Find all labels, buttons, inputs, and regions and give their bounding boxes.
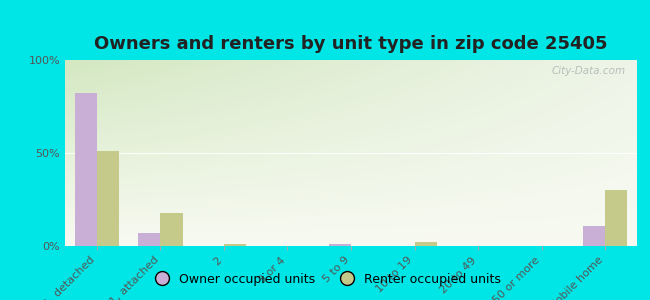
Legend: Owner occupied units, Renter occupied units: Owner occupied units, Renter occupied un…	[144, 268, 506, 291]
Text: City-Data.com: City-Data.com	[551, 66, 625, 76]
Bar	[329, 244, 351, 246]
Bar	[583, 226, 605, 246]
Bar	[224, 244, 246, 246]
Bar	[75, 94, 97, 246]
Bar	[605, 190, 627, 246]
Bar	[161, 212, 183, 246]
Bar	[415, 242, 437, 246]
Bar	[97, 151, 119, 246]
Bar	[138, 233, 161, 246]
Title: Owners and renters by unit type in zip code 25405: Owners and renters by unit type in zip c…	[94, 35, 608, 53]
